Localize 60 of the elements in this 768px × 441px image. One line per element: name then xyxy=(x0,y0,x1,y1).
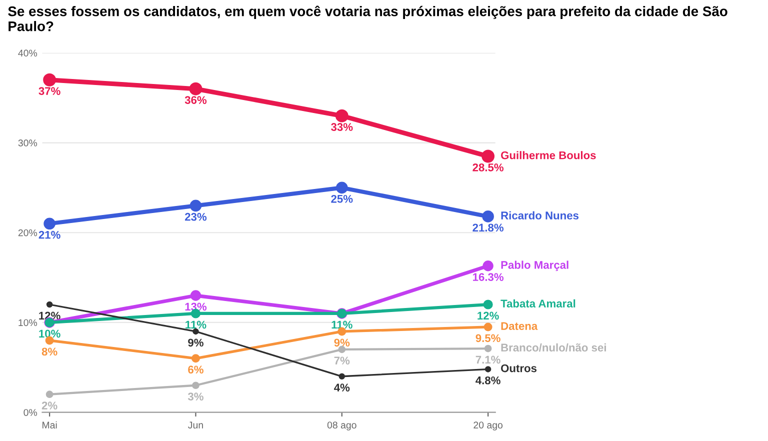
point xyxy=(336,182,348,194)
series-label: Ricardo Nunes xyxy=(501,211,579,220)
chart-title: Se esses fossem os candidatos, em quem você votaria nas próximas eleições para prefeito da cidade de São Paulo? xyxy=(8,6,728,32)
data-label: 36% xyxy=(184,96,207,104)
data-label: 21% xyxy=(38,230,60,239)
data-label: 9% xyxy=(188,338,204,347)
point xyxy=(191,354,200,363)
point xyxy=(484,344,492,352)
point xyxy=(192,382,200,390)
point xyxy=(46,390,54,398)
data-label: 8% xyxy=(42,348,58,356)
point xyxy=(484,322,492,332)
data-label: 3% xyxy=(188,392,204,400)
data-label: 16.3% xyxy=(473,273,504,281)
data-label: 10% xyxy=(39,330,60,338)
point xyxy=(483,300,493,310)
data-label: 6% xyxy=(188,366,204,374)
point xyxy=(335,109,348,122)
series-label: Outros xyxy=(501,364,537,372)
data-label: 11% xyxy=(186,320,206,329)
data-label: 33% xyxy=(331,123,353,131)
data-label: 7% xyxy=(334,356,350,365)
point xyxy=(484,366,492,372)
point xyxy=(46,301,53,308)
series-label: Datena xyxy=(501,322,538,330)
y-tick-label: 10% xyxy=(18,319,38,326)
data-label: 4.8% xyxy=(476,376,500,384)
series-label: Tabata Amaral xyxy=(500,299,576,308)
point xyxy=(190,290,202,301)
data-label: 12% xyxy=(478,312,499,320)
point xyxy=(482,150,495,163)
data-label: 4% xyxy=(334,384,350,392)
data-label: 21.8% xyxy=(472,224,504,232)
data-label: 37% xyxy=(38,87,60,95)
data-label: 2% xyxy=(42,402,58,410)
x-tick-label: 20 ago xyxy=(474,422,503,430)
y-tick-label: 20% xyxy=(18,229,38,236)
x-tick-label: Jun xyxy=(188,422,203,429)
data-label: 23% xyxy=(184,212,207,221)
point xyxy=(190,200,202,212)
data-label: 9.5% xyxy=(476,334,500,342)
y-tick-label: 30% xyxy=(18,140,38,146)
data-label: 28.5% xyxy=(472,163,504,172)
point xyxy=(189,82,202,96)
data-label: 11% xyxy=(332,320,352,329)
x-tick-label: 08 ago xyxy=(327,422,356,430)
series-label: Pablo Marçal xyxy=(501,260,568,272)
point xyxy=(43,73,56,86)
data-label: 7.1% xyxy=(476,356,500,364)
point xyxy=(44,218,56,230)
data-label: 25% xyxy=(331,194,353,203)
point xyxy=(482,260,494,272)
data-label: 9% xyxy=(334,338,350,347)
y-tick-label: 40% xyxy=(18,50,38,57)
series-label: Guilherme Boulos xyxy=(501,151,596,160)
series-label: Branco/nulo/não sei xyxy=(501,343,606,352)
point xyxy=(338,373,346,380)
point xyxy=(482,210,494,222)
x-tick-label: Mai xyxy=(42,421,57,429)
y-tick-label: 0% xyxy=(24,409,38,416)
